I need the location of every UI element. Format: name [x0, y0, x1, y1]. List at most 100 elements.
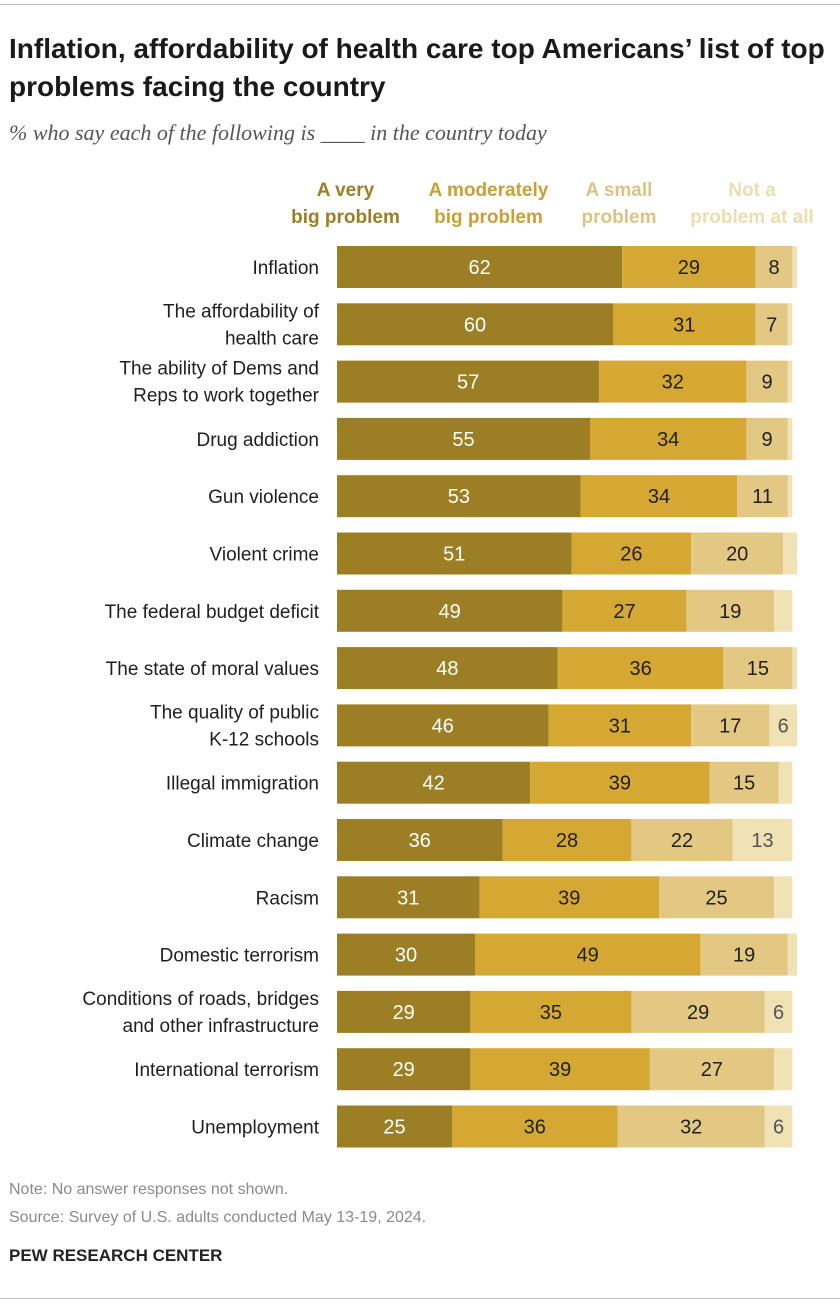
data-label-moderately-big: 29 — [678, 257, 700, 279]
data-label-very-big: 57 — [457, 372, 479, 394]
bar-segment-small — [631, 819, 733, 861]
category-label: Inflation — [252, 258, 319, 279]
data-label-very-big: 25 — [383, 1117, 405, 1139]
bar-segment-very-big — [337, 819, 503, 861]
chart-subtitle: % who say each of the following is ____ … — [9, 120, 547, 145]
data-label-small: 9 — [762, 429, 773, 451]
bar-segment-small — [709, 761, 779, 804]
bar-segment-moderately-big — [599, 360, 747, 403]
bar-segment-small — [631, 990, 765, 1033]
data-label-not-a-problem: 13 — [751, 830, 773, 852]
data-label-small: 27 — [701, 1059, 723, 1081]
data-label-moderately-big: 36 — [524, 1117, 546, 1139]
legend-small-problem: A small problem — [569, 177, 669, 231]
legend-not-a-problem: Not a problem at all — [672, 177, 832, 231]
category-label: The quality of public — [150, 702, 319, 723]
bar-segment-not-a-problem — [769, 704, 797, 747]
data-label-small: 29 — [687, 1002, 709, 1024]
data-label-moderately-big: 31 — [673, 314, 695, 336]
legend-label-line2: big problem — [434, 207, 543, 228]
data-label-moderately-big: 32 — [662, 372, 684, 394]
bar-segment-small — [691, 532, 784, 575]
bar-segment-not-a-problem — [787, 303, 793, 346]
bar-segment-not-a-problem — [778, 761, 793, 804]
data-label-moderately-big: 39 — [609, 773, 631, 795]
bar-segment-small — [686, 589, 774, 632]
data-label-small: 9 — [762, 372, 773, 394]
category-label: Reps to work together — [133, 386, 320, 407]
category-label: Domestic terrorism — [160, 946, 319, 967]
bar-segment-small — [649, 1048, 774, 1091]
category-label: Unemployment — [191, 1118, 319, 1139]
bar-segment-not-a-problem — [783, 532, 797, 575]
category-label: Racism — [256, 888, 319, 909]
category-label: Gun violence — [208, 487, 319, 508]
bar-segment-small — [659, 876, 774, 919]
category-label: International terrorism — [134, 1060, 319, 1081]
bar-segment-moderately-big — [571, 532, 692, 575]
legend-label-line2: problem at all — [690, 207, 814, 228]
top-rule — [0, 4, 840, 5]
data-label-small: 19 — [719, 601, 741, 623]
category-label: The federal budget deficit — [105, 602, 320, 623]
data-label-moderately-big: 39 — [558, 887, 580, 909]
bar-segment-small — [737, 475, 788, 518]
bar-segment-moderately-big — [622, 246, 756, 288]
bar-segment-small — [755, 246, 793, 288]
legend-label-line2: big problem — [291, 207, 400, 228]
category-label: Conditions of roads, bridges — [82, 989, 319, 1010]
bar-segment-moderately-big — [502, 819, 632, 861]
data-label-very-big: 51 — [443, 544, 465, 566]
bar-segment-moderately-big — [470, 990, 632, 1033]
bar-segment-not-a-problem — [787, 475, 793, 518]
bar-segment-moderately-big — [613, 303, 756, 346]
bar-segment-not-a-problem — [792, 647, 797, 690]
bar-segment-moderately-big — [548, 704, 692, 747]
data-label-not-a-problem: 6 — [773, 1117, 784, 1139]
bar-segment-small — [691, 704, 770, 747]
bar-segment-very-big — [337, 876, 480, 919]
bar-segment-not-a-problem — [792, 246, 797, 288]
bar-segment-very-big — [337, 475, 581, 518]
bar-segment-small — [700, 933, 788, 976]
data-label-very-big: 53 — [448, 486, 470, 508]
data-label-very-big: 30 — [395, 945, 417, 967]
bar-segment-very-big — [337, 360, 600, 403]
legend-label-line1: A very — [316, 180, 375, 201]
category-label: Drug addiction — [196, 430, 319, 451]
legend-label-line1: Not a — [728, 180, 776, 201]
bar-segment-very-big — [337, 704, 549, 747]
bar-segment-very-big — [337, 990, 471, 1033]
bar-segment-not-a-problem — [764, 990, 793, 1033]
bar-segment-moderately-big — [557, 647, 724, 690]
category-label: The affordability of — [163, 301, 320, 322]
data-label-small: 32 — [680, 1117, 702, 1139]
bar-segment-not-a-problem — [764, 1105, 793, 1148]
bar-segment-not-a-problem — [787, 933, 797, 976]
data-label-moderately-big: 26 — [620, 544, 642, 566]
legend-moderately-big-problem: A moderately big problem — [416, 177, 561, 231]
bar-segment-not-a-problem — [774, 589, 793, 632]
data-label-not-a-problem: 6 — [778, 715, 789, 737]
bar-segment-not-a-problem — [774, 1048, 793, 1091]
bar-segment-moderately-big — [475, 933, 701, 976]
bottom-rule — [0, 1298, 840, 1299]
bar-segment-small — [746, 360, 788, 403]
category-label: Climate change — [187, 831, 319, 852]
bar-segment-not-a-problem — [787, 417, 793, 460]
bar-segment-small — [755, 303, 788, 346]
data-label-very-big: 31 — [397, 887, 419, 909]
bar-segment-moderately-big — [452, 1105, 618, 1148]
data-label-small: 17 — [719, 715, 741, 737]
data-label-very-big: 62 — [468, 257, 490, 279]
data-label-small: 8 — [768, 257, 779, 279]
legend-label-line1: A small — [585, 180, 653, 201]
data-label-moderately-big: 36 — [629, 658, 651, 680]
bar-segment-not-a-problem — [774, 876, 793, 919]
data-label-moderately-big: 27 — [613, 601, 635, 623]
data-label-small: 22 — [671, 830, 693, 852]
bar-segment-very-big — [337, 589, 563, 632]
data-label-small: 15 — [733, 773, 755, 795]
category-label: and other infrastructure — [123, 1016, 319, 1037]
bar-segment-very-big — [337, 532, 572, 575]
